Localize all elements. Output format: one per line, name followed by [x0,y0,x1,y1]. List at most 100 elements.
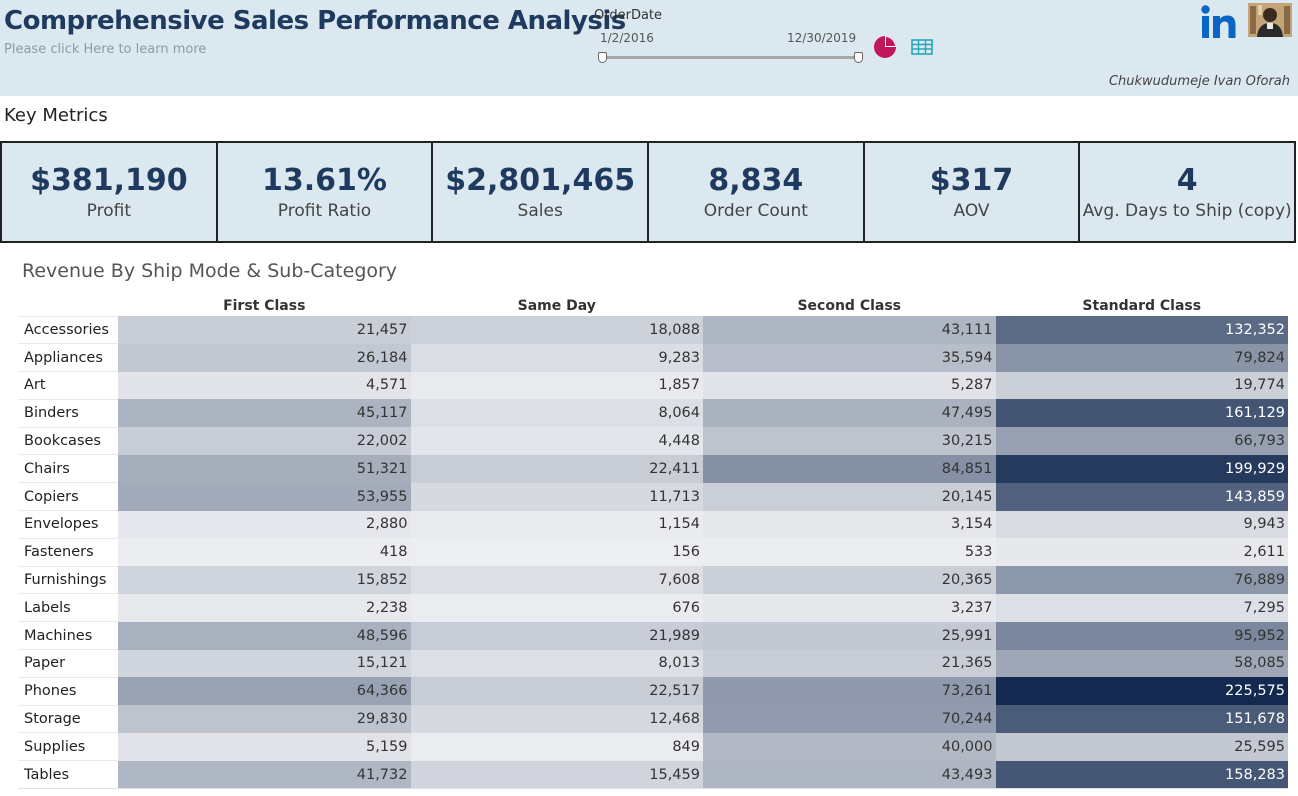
column-header[interactable]: Second Class [797,298,902,314]
row-label[interactable]: Fasteners [18,538,118,567]
heatmap-cell[interactable]: 151,678 [995,705,1288,733]
heatmap-cell[interactable]: 43,111 [703,316,996,344]
row-label[interactable]: Binders [18,399,118,428]
heatmap-cell[interactable]: 418 [118,538,411,567]
heatmap-cell[interactable]: 7,608 [410,566,703,594]
kpi-value: 4 [1176,163,1198,198]
heatmap-cell[interactable]: 70,244 [703,705,996,733]
heatmap-cell[interactable]: 22,517 [410,677,703,706]
heatmap-cell[interactable]: 73,261 [703,677,996,706]
heatmap-cell[interactable]: 11,713 [410,482,703,511]
heatmap-cell[interactable]: 84,851 [703,454,996,483]
heatmap-cell[interactable]: 158,283 [995,760,1288,789]
heatmap-cell[interactable]: 9,943 [995,510,1288,539]
heatmap-cell[interactable]: 161,129 [995,399,1288,428]
heatmap-cell[interactable]: 143,859 [995,482,1288,511]
column-header[interactable]: First Class [223,298,306,314]
row-label[interactable]: Accessories [18,315,118,345]
row-label[interactable]: Envelopes [18,510,118,539]
heatmap-cell[interactable]: 40,000 [703,732,996,761]
heatmap-cell[interactable]: 22,411 [410,454,703,483]
column-header[interactable]: Standard Class [1082,298,1202,314]
heatmap-cell[interactable]: 19,774 [995,371,1288,400]
heatmap-cell[interactable]: 3,237 [703,593,996,622]
heatmap-cell[interactable]: 25,595 [995,732,1288,761]
row-label[interactable]: Appliances [18,343,118,373]
heatmap-cell[interactable]: 20,145 [703,482,996,511]
heatmap-cell[interactable]: 8,064 [410,399,703,428]
heatmap-cell[interactable]: 30,215 [703,427,996,455]
heatmap-cell[interactable]: 47,495 [703,399,996,428]
row-label[interactable]: Bookcases [18,427,118,456]
order-date-slider-end-handle[interactable] [854,52,863,63]
heatmap-cell[interactable]: 35,594 [703,343,996,372]
heatmap-cell[interactable]: 132,352 [995,316,1288,344]
row-label[interactable]: Copiers [18,482,118,512]
heatmap-cell[interactable]: 95,952 [995,621,1288,650]
heatmap-cell[interactable]: 22,002 [118,427,411,455]
row-label[interactable]: Supplies [18,732,118,762]
row-label[interactable]: Machines [18,621,118,651]
heatmap-cell[interactable]: 15,121 [118,649,411,678]
heatmap-cell[interactable]: 21,365 [703,649,996,678]
heatmap-cell[interactable]: 29,830 [118,705,411,733]
heatmap-cell[interactable]: 51,321 [118,454,411,483]
heatmap-cell[interactable]: 66,793 [995,427,1288,455]
heatmap-cell[interactable]: 12,468 [410,705,703,733]
heatmap-cell[interactable]: 225,575 [995,677,1288,706]
heatmap-cell[interactable]: 5,159 [118,732,411,761]
linkedin-icon[interactable] [1200,4,1238,40]
heatmap-cell[interactable]: 8,013 [410,649,703,678]
heatmap-cell[interactable]: 199,929 [995,454,1288,483]
row-label[interactable]: Art [18,371,118,400]
row-label[interactable]: Furnishings [18,566,118,595]
heatmap-cell[interactable]: 26,184 [118,343,411,372]
heatmap-cell[interactable]: 9,283 [410,343,703,372]
heatmap-cell[interactable]: 849 [410,732,703,761]
row-label[interactable]: Storage [18,705,118,734]
heatmap-cell[interactable]: 79,824 [995,343,1288,372]
heatmap-cell[interactable]: 21,457 [118,316,411,344]
heatmap-cell[interactable]: 3,154 [703,510,996,539]
heatmap-cell[interactable]: 48,596 [118,621,411,650]
heatmap-cell[interactable]: 53,955 [118,482,411,511]
heatmap-cell[interactable]: 18,088 [410,316,703,344]
heatmap-cell[interactable]: 2,880 [118,510,411,539]
heatmap-cell[interactable]: 4,448 [410,427,703,455]
heatmap-cell[interactable]: 1,154 [410,510,703,539]
row-label[interactable]: Labels [18,593,118,623]
heatmap-cell[interactable]: 20,365 [703,566,996,594]
heatmap-cell[interactable]: 4,571 [118,371,411,400]
column-header[interactable]: Same Day [517,298,596,314]
heatmap-cell[interactable]: 2,238 [118,593,411,622]
order-date-slider-start-handle[interactable] [598,52,607,63]
heatmap-cell[interactable]: 64,366 [118,677,411,706]
row-label[interactable]: Tables [18,760,118,790]
table-row: Binders 45,117 8,064 47,495 161,129 [18,399,1288,428]
row-label[interactable]: Chairs [18,454,118,484]
heatmap-cell[interactable]: 58,085 [995,649,1288,678]
table-icon[interactable] [911,39,933,55]
heatmap-cell[interactable]: 76,889 [995,566,1288,594]
heatmap-cell[interactable]: 533 [703,538,996,567]
learn-more-link[interactable]: Please click Here to learn more [4,42,207,57]
heatmap-cell[interactable]: 41,732 [118,760,411,789]
heatmap-cell[interactable]: 25,991 [703,621,996,650]
heatmap-cell[interactable]: 1,857 [410,371,703,400]
heatmap-cell[interactable]: 21,989 [410,621,703,650]
row-label[interactable]: Phones [18,677,118,706]
heatmap-cell[interactable]: 15,459 [410,760,703,789]
order-date-slider[interactable] [602,56,859,59]
heatmap-cell[interactable]: 2,611 [995,538,1288,567]
heatmap-cell[interactable]: 7,295 [995,593,1288,622]
heatmap-cell[interactable]: 676 [410,593,703,622]
heatmap-cell[interactable]: 15,852 [118,566,411,594]
dashboard-title: Comprehensive Sales Performance Analysis [4,6,626,36]
heatmap-cell[interactable]: 43,493 [703,760,996,789]
row-label[interactable]: Paper [18,649,118,678]
heatmap-cell[interactable]: 45,117 [118,399,411,428]
heatmap-body: Accessories 21,457 18,088 43,111 132,352 Appl… [18,315,1288,790]
heatmap-cell[interactable]: 156 [410,538,703,567]
heatmap-cell[interactable]: 5,287 [703,371,996,400]
pie-chart-icon[interactable] [873,35,897,59]
